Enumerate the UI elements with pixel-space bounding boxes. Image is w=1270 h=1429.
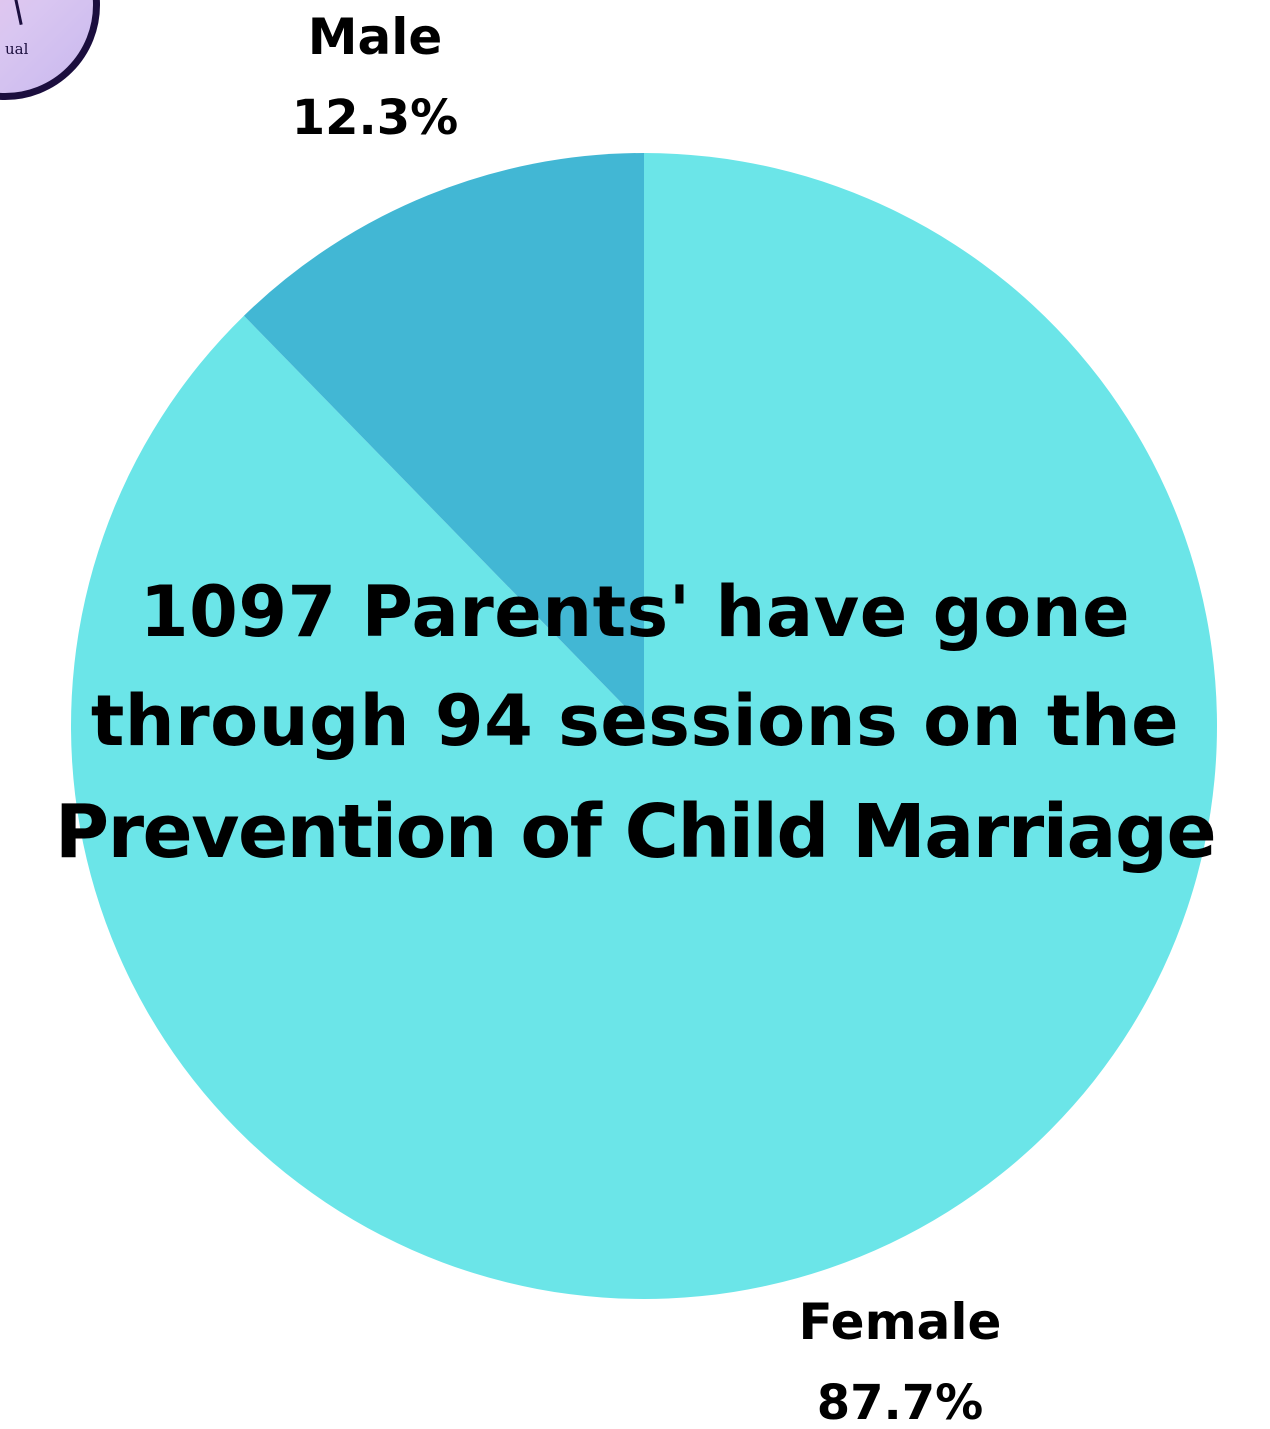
pie-slice-female — [71, 153, 1218, 1299]
male-label-percent: 12.3% — [291, 90, 459, 146]
logo-text: ual — [5, 40, 29, 58]
headline-line-2: through 94 sessions on the — [90, 680, 1180, 762]
pie-slice-male — [243, 153, 644, 726]
headline-line-1: 1097 Parents' have gone — [139, 571, 1131, 653]
female-label-percent: 87.7% — [816, 1375, 984, 1429]
male-slice-label: Male 12.3% — [275, 12, 475, 142]
headline-line-3: Prevention of Child Marriage — [54, 789, 1217, 875]
male-label-name: Male — [307, 8, 443, 66]
female-slice-label: Female 87.7% — [765, 1297, 1035, 1427]
female-label-name: Female — [798, 1293, 1002, 1351]
